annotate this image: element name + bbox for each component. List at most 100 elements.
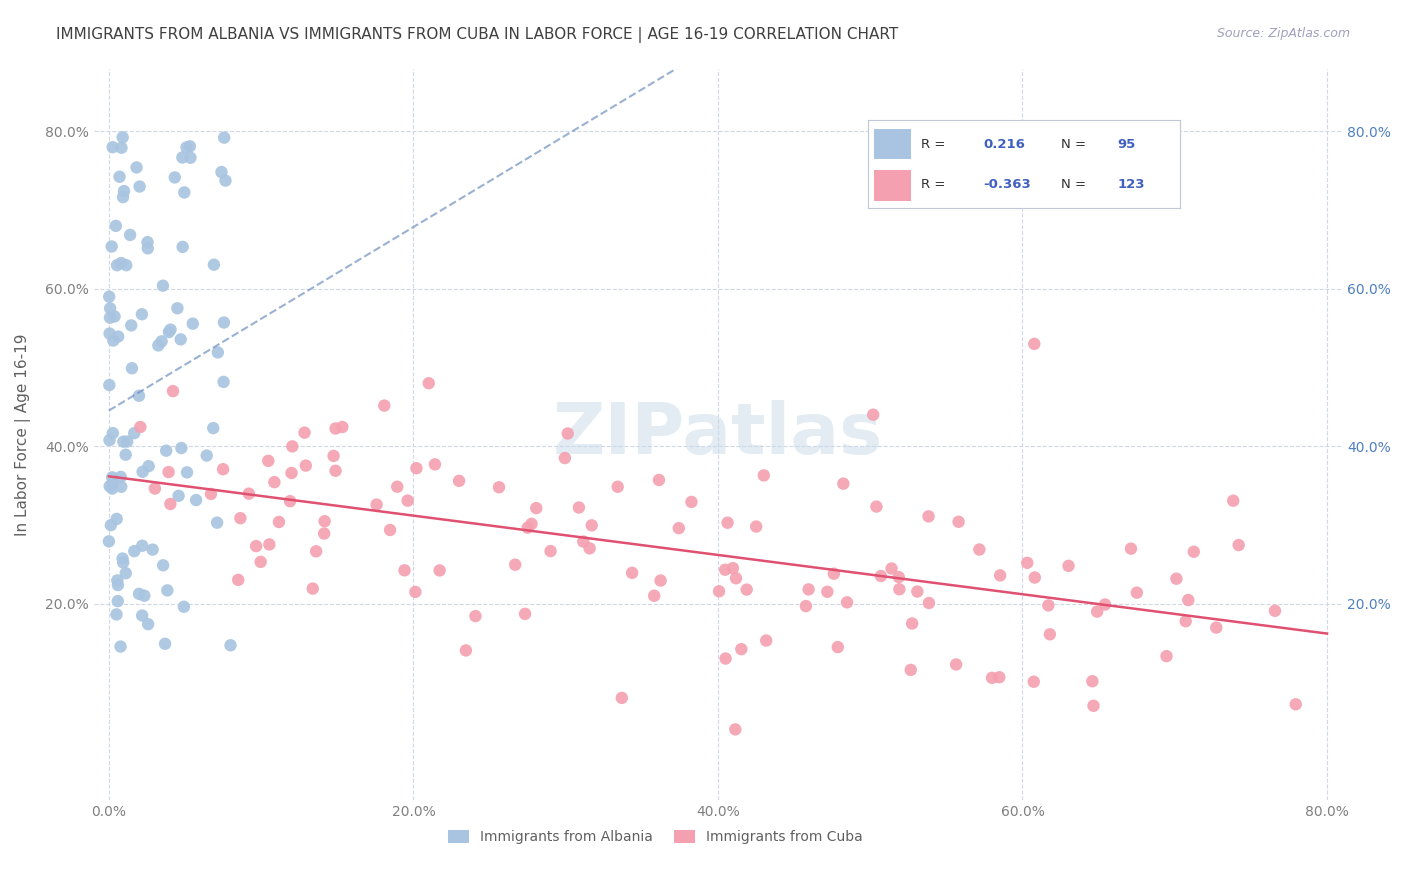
Point: [157, 465, 180, 479]
Point: [100, 239, 122, 253]
Text: ZIPatlas: ZIPatlas: [553, 400, 883, 469]
Point: [404, 585, 426, 599]
Point: [101, 470, 124, 484]
Point: [148, 338, 170, 352]
Point: [366, 498, 388, 512]
Point: [988, 670, 1011, 684]
Point: [901, 616, 924, 631]
Text: Source: ZipAtlas.com: Source: ZipAtlas.com: [1216, 27, 1350, 40]
Point: [1205, 621, 1227, 635]
Point: [112, 190, 135, 204]
Point: [423, 458, 446, 472]
Point: [131, 465, 153, 479]
Point: [138, 459, 160, 474]
Point: [202, 421, 225, 435]
Point: [714, 563, 737, 577]
Point: [373, 399, 395, 413]
Point: [1285, 698, 1308, 712]
Point: [159, 497, 181, 511]
Point: [166, 301, 188, 316]
Point: [721, 561, 744, 575]
Point: [405, 461, 427, 475]
Point: [143, 482, 166, 496]
Point: [752, 468, 775, 483]
Point: [120, 318, 142, 333]
Point: [887, 570, 910, 584]
Point: [152, 278, 174, 293]
Legend: Immigrants from Albania, Immigrants from Cuba: Immigrants from Albania, Immigrants from…: [449, 830, 863, 845]
Point: [314, 514, 336, 528]
Point: [134, 589, 156, 603]
Point: [112, 434, 135, 449]
Point: [110, 470, 132, 484]
Point: [918, 596, 941, 610]
Point: [1039, 627, 1062, 641]
Point: [104, 219, 127, 233]
Point: [105, 258, 128, 272]
Point: [107, 329, 129, 343]
Point: [107, 594, 129, 608]
Point: [516, 521, 538, 535]
Point: [159, 323, 181, 337]
Point: [131, 608, 153, 623]
Point: [205, 516, 228, 530]
Point: [128, 389, 150, 403]
Point: [650, 574, 672, 588]
Point: [1222, 493, 1244, 508]
Point: [170, 441, 193, 455]
Point: [156, 583, 179, 598]
Point: [142, 542, 165, 557]
Point: [110, 480, 132, 494]
Point: [681, 495, 703, 509]
Point: [115, 434, 138, 449]
Point: [172, 240, 194, 254]
Point: [827, 640, 849, 654]
Point: [905, 584, 928, 599]
Point: [122, 426, 145, 441]
Point: [730, 642, 752, 657]
Point: [125, 161, 148, 175]
Point: [988, 568, 1011, 582]
Point: [378, 523, 401, 537]
Point: [163, 170, 186, 185]
Point: [98, 290, 121, 304]
Point: [195, 449, 218, 463]
Point: [167, 489, 190, 503]
Point: [107, 578, 129, 592]
Point: [136, 617, 159, 632]
Point: [103, 310, 125, 324]
Point: [98, 310, 121, 325]
Point: [1038, 599, 1060, 613]
Point: [387, 480, 409, 494]
Point: [157, 325, 180, 339]
Point: [150, 334, 173, 349]
Point: [173, 599, 195, 614]
Point: [621, 566, 644, 580]
Point: [280, 466, 302, 480]
Point: [267, 515, 290, 529]
Point: [668, 521, 690, 535]
Point: [202, 258, 225, 272]
Point: [429, 564, 451, 578]
Point: [835, 595, 858, 609]
Point: [207, 345, 229, 359]
Point: [105, 607, 128, 622]
Point: [823, 566, 845, 581]
Point: [1017, 556, 1039, 570]
Point: [724, 723, 747, 737]
Point: [648, 473, 671, 487]
Point: [325, 421, 347, 435]
Point: [112, 556, 135, 570]
Point: [396, 493, 419, 508]
Point: [257, 454, 280, 468]
Point: [716, 516, 738, 530]
Point: [330, 420, 353, 434]
Point: [305, 544, 328, 558]
Y-axis label: In Labor Force | Age 16-19: In Labor Force | Age 16-19: [15, 333, 31, 535]
Point: [578, 541, 600, 556]
Text: IMMIGRANTS FROM ALBANIA VS IMMIGRANTS FROM CUBA IN LABOR FORCE | AGE 16-19 CORRE: IMMIGRANTS FROM ALBANIA VS IMMIGRANTS FR…: [56, 27, 898, 43]
Point: [724, 571, 747, 585]
Point: [211, 165, 233, 179]
Point: [281, 439, 304, 453]
Point: [322, 449, 344, 463]
